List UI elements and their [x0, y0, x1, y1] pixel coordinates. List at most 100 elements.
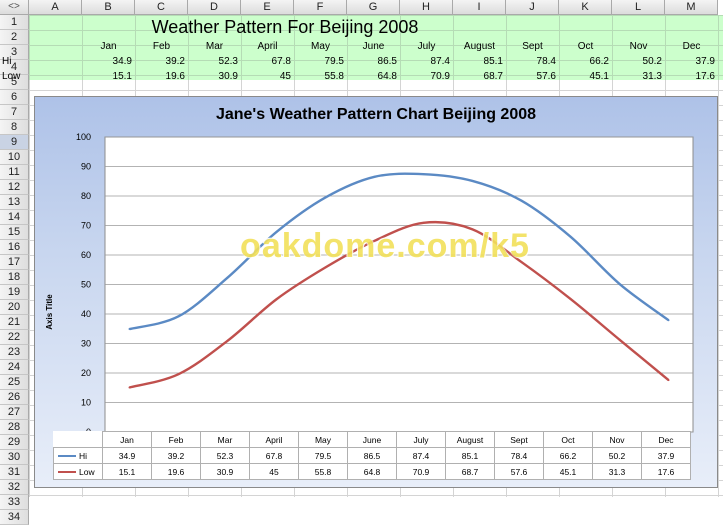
low-value-cell[interactable]: 31.3: [642, 71, 662, 82]
column-header-b[interactable]: B: [82, 0, 135, 15]
column-header-g[interactable]: G: [347, 0, 400, 15]
column-header-f[interactable]: F: [294, 0, 347, 15]
row-header-3[interactable]: 3: [0, 45, 29, 60]
month-header-cell[interactable]: Nov: [629, 41, 648, 52]
row-header-11[interactable]: 11: [0, 165, 29, 180]
month-header-cell[interactable]: August: [463, 41, 496, 52]
hi-value-cell[interactable]: 85.1: [483, 56, 503, 67]
column-header-m[interactable]: M: [665, 0, 718, 15]
row-header-1[interactable]: 1: [0, 15, 29, 30]
hi-value-cell[interactable]: 67.8: [271, 56, 291, 67]
low-value-cell[interactable]: 17.6: [695, 71, 715, 82]
row-header-2[interactable]: 2: [0, 30, 29, 45]
row-header-28[interactable]: 28: [0, 420, 29, 435]
hi-value-cell[interactable]: 52.3: [218, 56, 238, 67]
row-header-10[interactable]: 10: [0, 150, 29, 165]
row-header-22[interactable]: 22: [0, 330, 29, 345]
low-value-cell[interactable]: 30.9: [218, 71, 238, 82]
column-header-d[interactable]: D: [188, 0, 241, 15]
row-header-20[interactable]: 20: [0, 300, 29, 315]
row-header-12[interactable]: 12: [0, 180, 29, 195]
hi-value-cell[interactable]: 79.5: [324, 56, 344, 67]
row-header-13[interactable]: 13: [0, 195, 29, 210]
data-label: 52.3: [200, 447, 250, 464]
month-header-cell[interactable]: Jan: [100, 41, 117, 52]
row-header-27[interactable]: 27: [0, 405, 29, 420]
column-header-i[interactable]: I: [453, 0, 506, 15]
sheet-title-cell[interactable]: Weather Pattern For Beijing 2008: [151, 17, 419, 37]
row-header-8[interactable]: 8: [0, 120, 29, 135]
hi-value-cell[interactable]: 78.4: [536, 56, 556, 67]
month-header-cell[interactable]: Dec: [682, 41, 701, 52]
column-header-c[interactable]: C: [135, 0, 188, 15]
hi-value-cell[interactable]: 39.2: [165, 56, 185, 67]
low-value-cell[interactable]: 57.6: [536, 71, 556, 82]
row-header-6[interactable]: 6: [0, 90, 29, 105]
row-header-34[interactable]: 34: [0, 510, 29, 525]
month-header-cell[interactable]: Feb: [152, 41, 171, 52]
row-header-21[interactable]: 21: [0, 315, 29, 330]
data-label: 37.9: [641, 447, 691, 464]
low-value-cell[interactable]: 19.6: [165, 71, 185, 82]
row-header-9[interactable]: 9: [0, 135, 29, 150]
month-header-cell[interactable]: Oct: [577, 41, 594, 52]
chart-title[interactable]: Jane's Weather Pattern Chart Beijing 200…: [215, 106, 537, 123]
month-header-cell[interactable]: Sept: [522, 41, 543, 52]
row-header-19[interactable]: 19: [0, 285, 29, 300]
row-header-23[interactable]: 23: [0, 345, 29, 360]
low-value-cell[interactable]: 55.8: [324, 71, 344, 82]
low-value-cell[interactable]: 45.1: [589, 71, 609, 82]
low-value-cell[interactable]: 45: [279, 71, 291, 82]
low-value-cell[interactable]: 64.8: [377, 71, 397, 82]
y-axis-title[interactable]: Axis Title: [45, 277, 59, 347]
column-header-j[interactable]: J: [506, 0, 559, 15]
row-header-26[interactable]: 26: [0, 390, 29, 405]
row-header-24[interactable]: 24: [0, 360, 29, 375]
row-header-25[interactable]: 25: [0, 375, 29, 390]
y-tick-label: 90: [81, 162, 91, 172]
row-header-29[interactable]: 29: [0, 435, 29, 450]
month-header-cell[interactable]: April: [257, 41, 278, 52]
low-value-cell[interactable]: 68.7: [483, 71, 503, 82]
hi-value-cell[interactable]: 87.4: [430, 56, 450, 67]
row-header-5[interactable]: 5: [0, 75, 29, 90]
hi-value-cell[interactable]: 50.2: [642, 56, 662, 67]
low-value-cell[interactable]: 70.9: [430, 71, 450, 82]
line-chart[interactable]: Jane's Weather Pattern Chart Beijing 200…: [34, 96, 718, 488]
month-header-cell[interactable]: June: [362, 41, 385, 52]
row-header-32[interactable]: 32: [0, 480, 29, 495]
row-header-17[interactable]: 17: [0, 255, 29, 270]
row-header-14[interactable]: 14: [0, 210, 29, 225]
row-header-33[interactable]: 33: [0, 495, 29, 510]
column-header-e[interactable]: E: [241, 0, 294, 15]
select-all-corner[interactable]: <>: [0, 0, 29, 15]
hi-value-cell[interactable]: 34.9: [112, 56, 132, 67]
month-header-cell[interactable]: May: [311, 41, 330, 52]
low-value-cell[interactable]: 15.1: [112, 71, 132, 82]
column-header-h[interactable]: H: [400, 0, 453, 15]
hi-label-cell[interactable]: Hi: [2, 56, 12, 67]
month-header-cell[interactable]: July: [417, 41, 436, 52]
row-header-31[interactable]: 31: [0, 465, 29, 480]
column-header-k[interactable]: K: [559, 0, 612, 15]
column-header-l[interactable]: L: [612, 0, 665, 15]
row-header-18[interactable]: 18: [0, 270, 29, 285]
row-header-7[interactable]: 7: [0, 105, 29, 120]
column-header-a[interactable]: A: [29, 0, 82, 15]
low-label-cell[interactable]: Low: [2, 71, 21, 82]
hi-value-cell[interactable]: 86.5: [377, 56, 397, 67]
data-point-hi: [373, 175, 376, 178]
hi-value-cell[interactable]: 66.2: [589, 56, 609, 67]
x-tick-label: August: [445, 431, 495, 448]
month-header-cell[interactable]: Mar: [205, 41, 224, 52]
data-label: 30.9: [200, 463, 250, 480]
hi-value-cell[interactable]: 37.9: [695, 56, 715, 67]
x-tick-label: May: [298, 431, 348, 448]
data-label: 85.1: [445, 447, 495, 464]
row-header-15[interactable]: 15: [0, 225, 29, 240]
data-point-low: [667, 379, 670, 382]
x-tick-label: Sept: [494, 431, 544, 448]
row-header-30[interactable]: 30: [0, 450, 29, 465]
row-header-16[interactable]: 16: [0, 240, 29, 255]
row-header-4[interactable]: 4: [0, 60, 29, 75]
